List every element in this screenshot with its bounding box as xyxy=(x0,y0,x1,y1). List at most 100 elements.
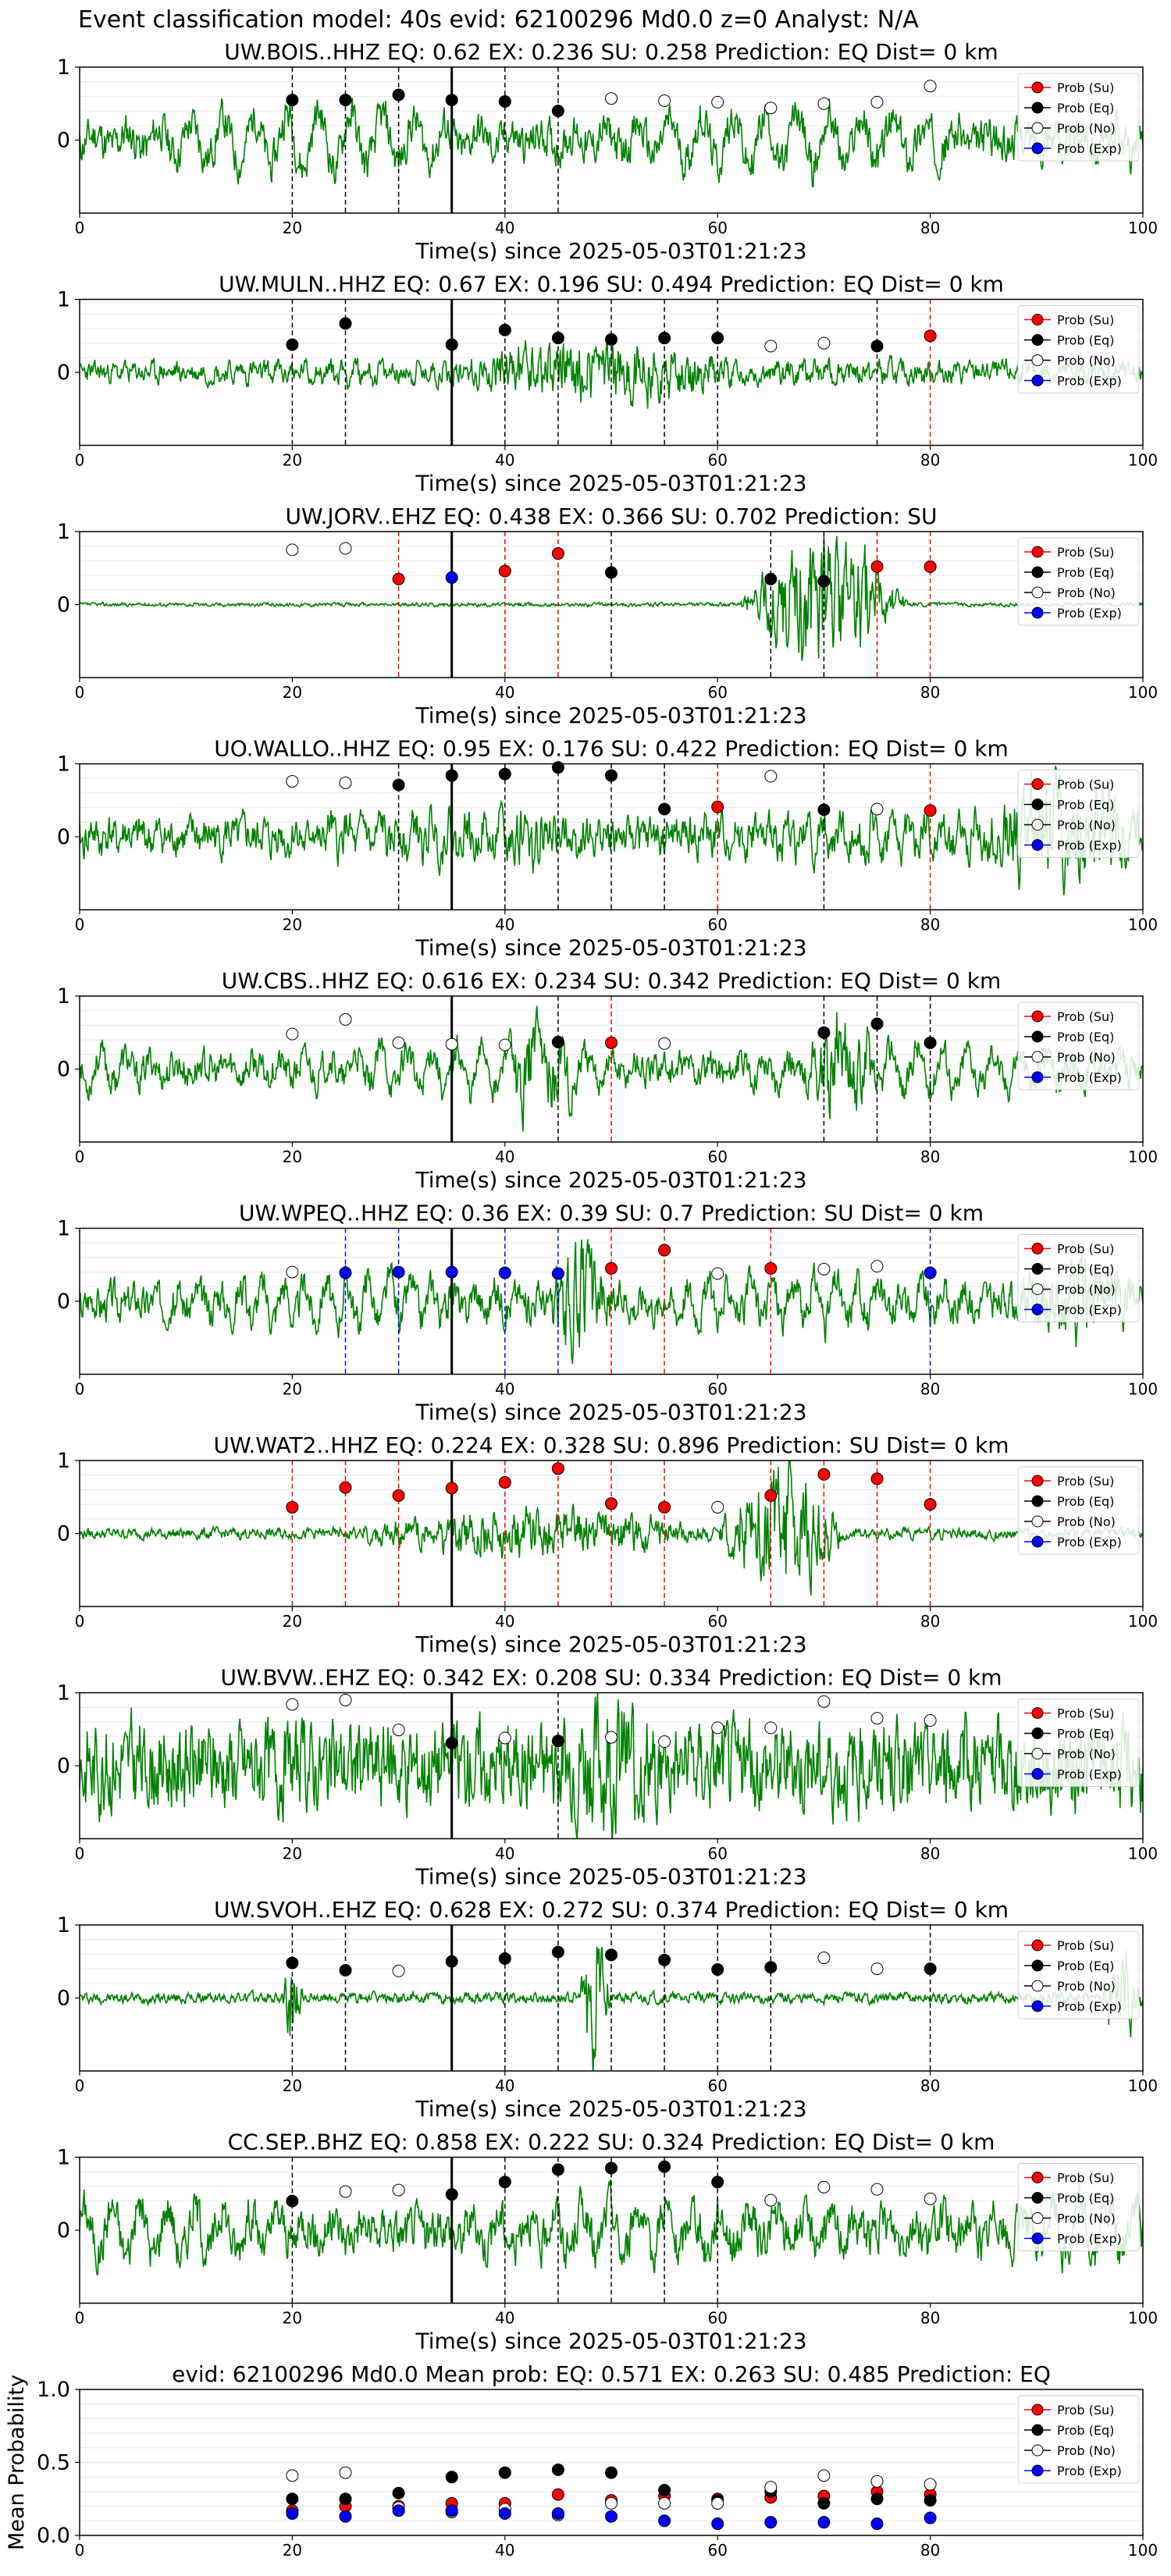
x-tick-label: 20 xyxy=(283,219,302,237)
prob-point xyxy=(817,1468,831,1481)
subplot-title: UW.BVW..EHZ EQ: 0.342 EX: 0.208 SU: 0.33… xyxy=(220,1665,1002,1691)
prob-point xyxy=(339,317,352,330)
legend-label: Prob (No) xyxy=(1057,121,1116,136)
legend-label: Prob (Eq) xyxy=(1057,2191,1114,2206)
y-tick-label: 0 xyxy=(57,129,70,153)
x-tick-label: 80 xyxy=(920,2309,940,2328)
legend-marker xyxy=(1031,1768,1044,1780)
prob-point-eq xyxy=(339,2492,352,2506)
prob-point xyxy=(339,1693,352,1706)
x-tick-label: 100 xyxy=(1128,219,1158,237)
prob-point xyxy=(711,1963,724,1976)
x-tick-label: 80 xyxy=(920,2541,940,2560)
legend-marker xyxy=(1031,1535,1044,1548)
legend-marker xyxy=(1031,1727,1044,1739)
x-tick-label: 0 xyxy=(75,2076,85,2095)
legend-label: Prob (No) xyxy=(1057,1979,1116,1994)
prob-point xyxy=(764,1489,778,1502)
legend-marker xyxy=(1031,1707,1044,1719)
prob-point xyxy=(658,1500,671,1514)
x-tick-label: 80 xyxy=(920,451,940,470)
legend-marker xyxy=(1031,1071,1044,1083)
prob-point xyxy=(870,340,884,353)
prob-point xyxy=(339,1266,352,1279)
legend-label: Prob (Su) xyxy=(1057,1242,1114,1257)
prob-point xyxy=(445,94,458,107)
legend-marker xyxy=(1031,546,1044,558)
legend-box xyxy=(1017,2395,1140,2484)
prob-point xyxy=(870,2183,884,2196)
prob-point xyxy=(445,769,458,782)
legend: Prob (Su) Prob (Eq) Prob (No) Prob (Exp) xyxy=(1017,1699,1140,1787)
legend-marker xyxy=(1031,1475,1044,1487)
x-tick-label: 60 xyxy=(707,683,727,702)
prob-point-eq xyxy=(924,2494,937,2507)
x-axis-label: Time(s) since 2025-05-03T01:21:23 xyxy=(415,2329,806,2354)
legend-marker xyxy=(1031,1515,1044,1528)
legend-marker xyxy=(1031,1980,1044,1992)
x-tick-label: 100 xyxy=(1128,2309,1158,2328)
prob-point xyxy=(870,560,884,573)
y-tick-label: 1 xyxy=(57,753,70,777)
prob-point-eq xyxy=(817,2496,831,2510)
prob-point xyxy=(339,94,352,107)
prob-point-exp xyxy=(658,2514,671,2528)
prob-point xyxy=(392,1964,405,1977)
legend-label: Prob (Eq) xyxy=(1057,1262,1114,1277)
prob-point xyxy=(924,1266,937,1279)
subplot-title: UW.BOIS..HHZ EQ: 0.62 EX: 0.236 SU: 0.25… xyxy=(224,39,998,65)
waveform-trace xyxy=(80,98,1143,187)
legend-label: Prob (Su) xyxy=(1057,1474,1114,1489)
x-tick-label: 40 xyxy=(495,2541,514,2560)
prob-point xyxy=(605,1497,618,1510)
prob-point xyxy=(764,2194,778,2207)
x-tick-label: 60 xyxy=(707,1612,727,1631)
prob-point xyxy=(498,1038,511,1051)
legend-box xyxy=(1017,770,1140,858)
prob-point xyxy=(286,774,299,788)
prob-point xyxy=(498,1952,511,1966)
prob-point-no xyxy=(817,2469,831,2482)
legend-marker xyxy=(1031,1030,1044,1043)
prob-point xyxy=(817,1026,831,1039)
x-tick-label: 100 xyxy=(1128,1380,1158,1399)
legend-label: Prob (Su) xyxy=(1057,80,1114,95)
x-tick-label: 100 xyxy=(1128,916,1158,934)
x-tick-label: 100 xyxy=(1128,2541,1158,2560)
prob-point xyxy=(924,1714,937,1727)
prob-point xyxy=(764,101,778,115)
x-tick-label: 20 xyxy=(283,1380,302,1399)
legend-box xyxy=(1017,1699,1140,1787)
x-tick-label: 40 xyxy=(495,219,514,237)
legend-label: Prob (Exp) xyxy=(1057,1767,1122,1782)
prob-point xyxy=(392,1265,405,1279)
x-tick-label: 20 xyxy=(283,451,302,470)
prob-point xyxy=(817,336,831,350)
prob-point xyxy=(392,1724,405,1737)
prob-point xyxy=(658,94,671,108)
prob-point xyxy=(445,338,458,351)
prob-point xyxy=(924,80,937,93)
prob-point xyxy=(445,1737,458,1750)
legend-label: Prob (Eq) xyxy=(1057,2423,1114,2438)
legend-marker xyxy=(1031,2403,1044,2416)
y-tick-label: 1 xyxy=(57,1449,70,1473)
prob-point xyxy=(605,2161,618,2175)
x-axis-label: Time(s) since 2025-05-03T01:21:23 xyxy=(415,471,806,496)
prob-point xyxy=(498,564,511,578)
legend-label: Prob (No) xyxy=(1057,818,1116,833)
legend-label: Prob (Su) xyxy=(1057,1938,1114,1953)
legend-box xyxy=(1017,73,1140,162)
legend-label: Prob (Exp) xyxy=(1057,2464,1122,2478)
legend-label: Prob (Exp) xyxy=(1057,1535,1122,1550)
prob-point-eq xyxy=(870,2492,884,2506)
prob-point xyxy=(658,802,671,816)
prob-point xyxy=(392,1036,405,1049)
prob-point xyxy=(551,1462,564,1475)
prob-point xyxy=(392,88,405,101)
prob-point-eq xyxy=(498,2466,511,2479)
x-tick-label: 60 xyxy=(707,1380,727,1399)
y-tick-label: 0 xyxy=(57,593,70,617)
prob-point xyxy=(286,1956,299,1969)
